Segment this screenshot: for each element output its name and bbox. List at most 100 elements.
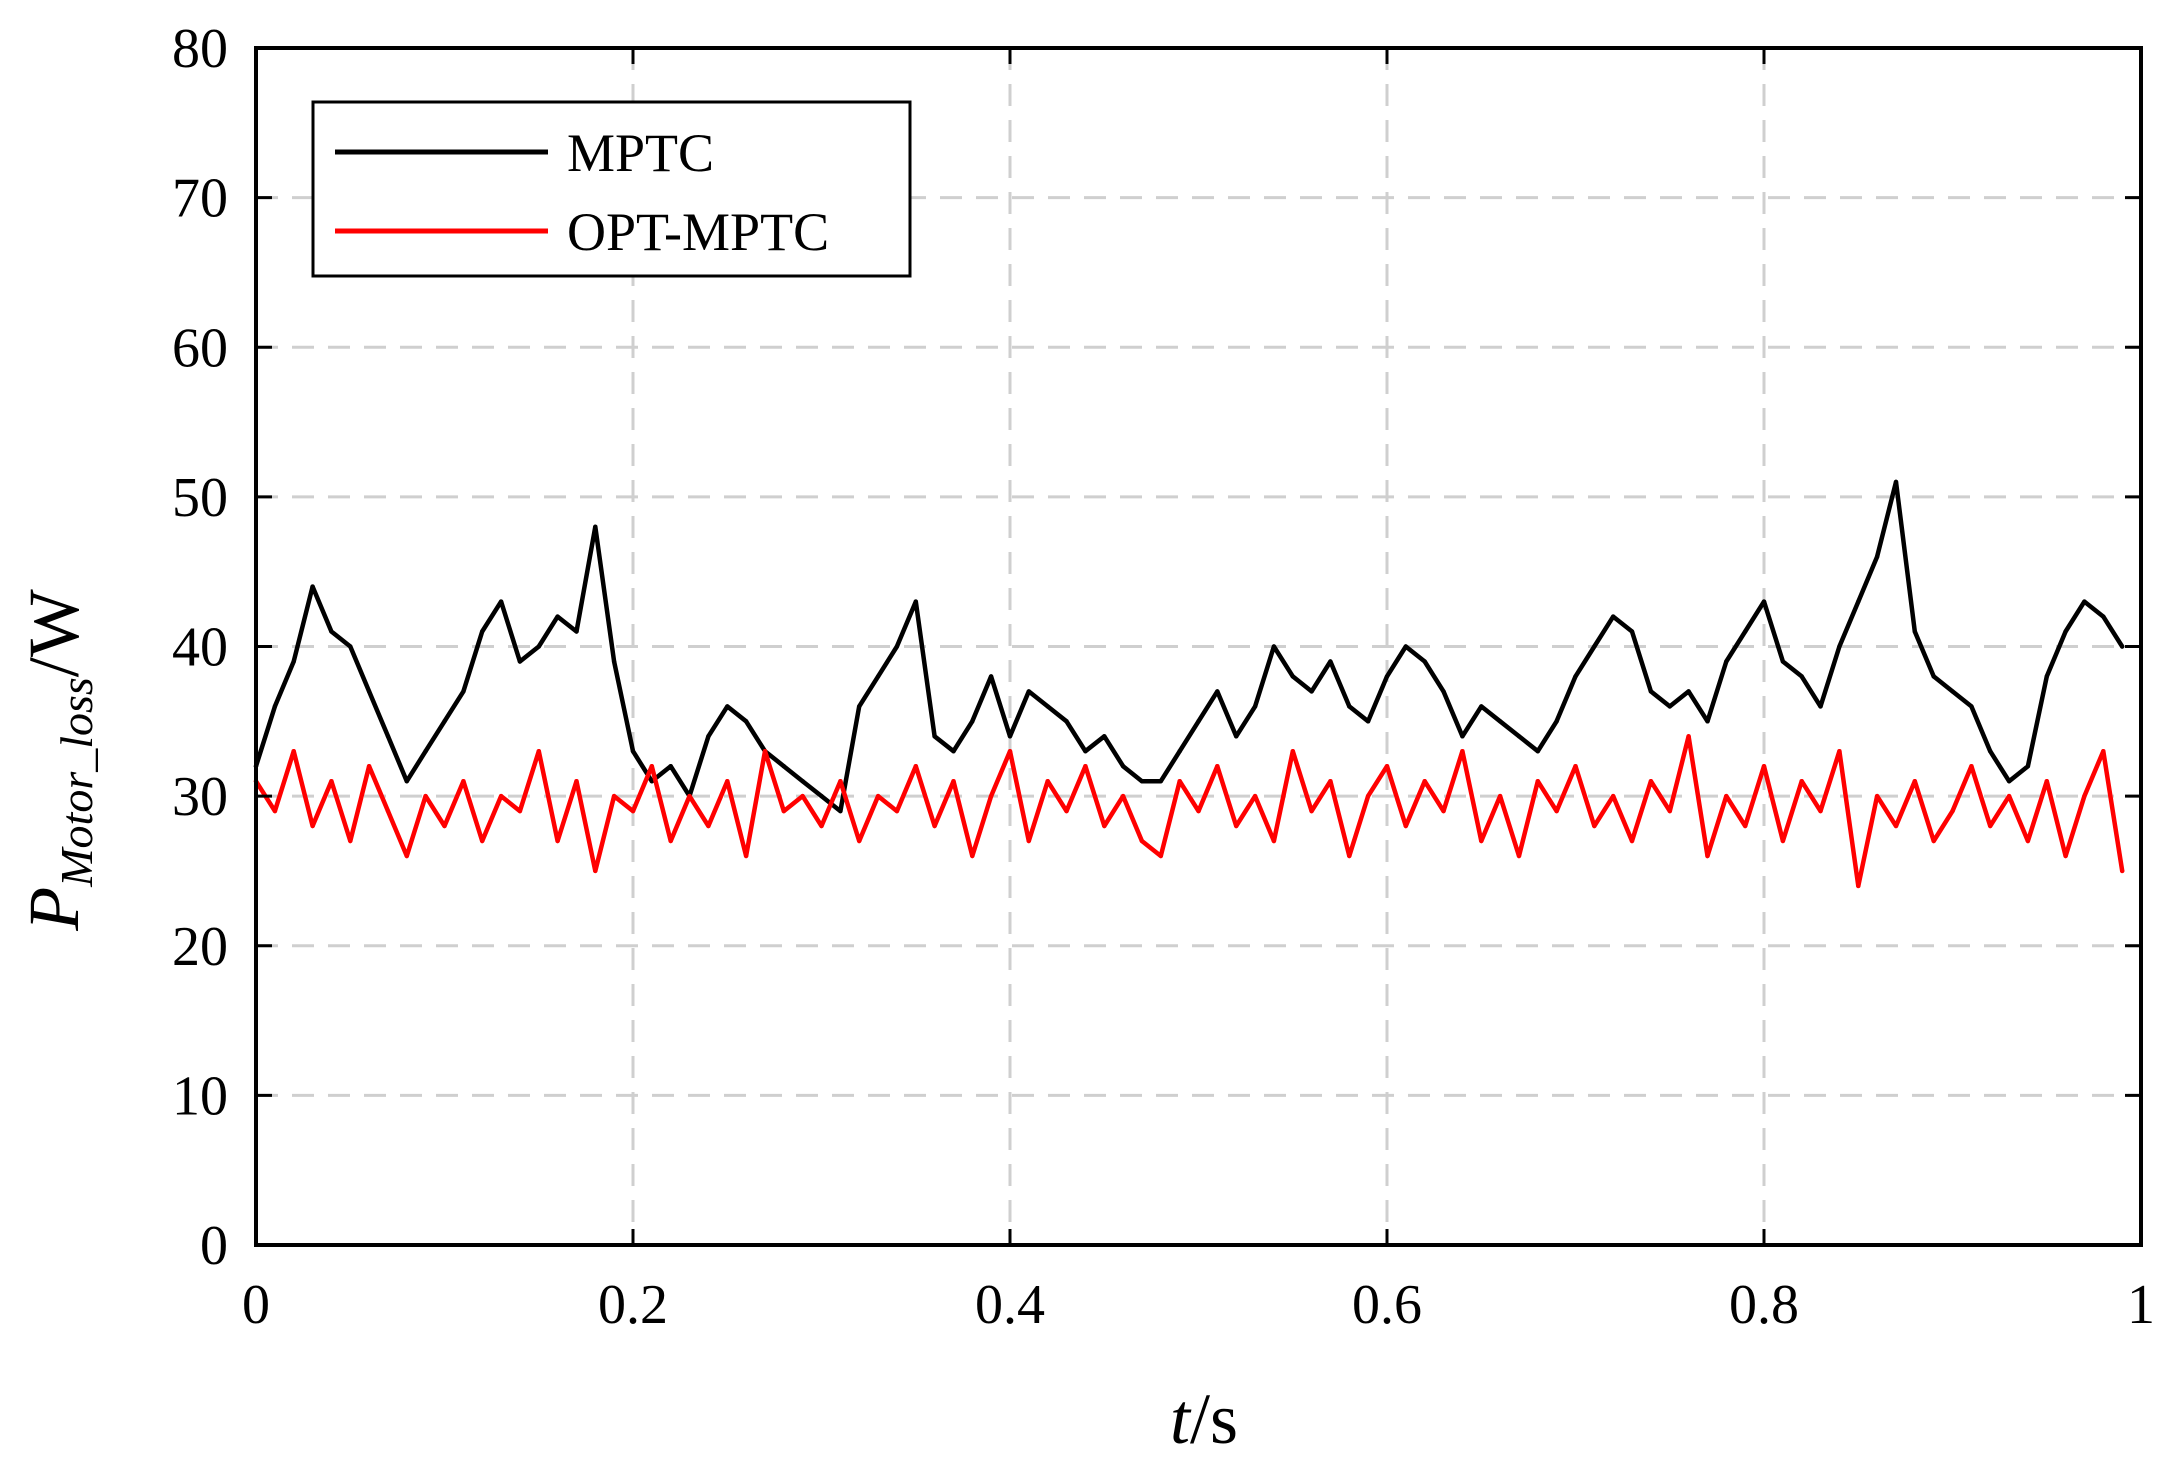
data-point-mptc [1931, 674, 1936, 679]
data-point-mptc [329, 629, 334, 634]
data-point-opt-mptc [480, 838, 485, 844]
data-point-mptc [2025, 764, 2031, 769]
data-point-opt-mptc [2120, 868, 2125, 874]
data-point-mptc [1874, 554, 1880, 559]
data-point-opt-mptc [1139, 838, 1145, 844]
data-point-mptc [988, 674, 994, 679]
x-tick-label: 0 [242, 1274, 270, 1336]
data-point-mptc [894, 644, 900, 649]
data-point-mptc [1554, 719, 1559, 724]
data-point-opt-mptc [423, 793, 428, 799]
data-point-opt-mptc [536, 749, 541, 754]
y-tick-label: 70 [172, 168, 228, 230]
data-point-mptc [1818, 704, 1823, 709]
data-point-mptc [1384, 674, 1390, 679]
y-tick-label: 40 [172, 617, 228, 679]
data-point-opt-mptc [1384, 764, 1390, 769]
data-point-mptc [1611, 614, 1616, 619]
series-points-opt-mptc [253, 734, 2125, 889]
x-axis-label-var: t [1170, 1379, 1192, 1459]
data-point-mptc [385, 734, 391, 739]
data-point-mptc [404, 779, 409, 784]
data-point-mptc [461, 689, 466, 694]
data-point-opt-mptc [1573, 764, 1578, 769]
data-point-opt-mptc [1818, 808, 1823, 814]
y-axis-label-base: P [14, 887, 94, 932]
data-point-opt-mptc [1667, 808, 1673, 814]
data-point-mptc [1592, 644, 1597, 649]
data-point-mptc [781, 764, 786, 769]
data-point-opt-mptc [1083, 764, 1088, 769]
y-tick-label: 20 [172, 916, 228, 978]
data-point-mptc [1403, 644, 1409, 649]
data-point-opt-mptc [894, 808, 900, 814]
data-point-opt-mptc [857, 838, 862, 844]
data-point-mptc [1252, 704, 1258, 709]
data-point-opt-mptc [762, 749, 768, 754]
data-point-opt-mptc [668, 838, 673, 844]
y-axis-label: PMotor_loss/W [14, 589, 102, 932]
data-point-opt-mptc [1516, 853, 1522, 859]
data-point-mptc [2082, 599, 2087, 604]
x-tick-label: 0.8 [1729, 1274, 1799, 1336]
data-point-mptc [423, 749, 428, 754]
data-point-opt-mptc [1365, 793, 1371, 799]
data-point-opt-mptc [329, 779, 334, 784]
data-point-mptc [498, 599, 504, 604]
data-point-opt-mptc [498, 793, 504, 799]
data-point-mptc [1686, 689, 1691, 694]
data-point-opt-mptc [348, 838, 353, 844]
data-point-mptc [611, 659, 617, 664]
data-point-mptc [1460, 734, 1465, 739]
data-point-opt-mptc [404, 853, 409, 859]
data-point-opt-mptc [1950, 808, 1955, 814]
data-point-opt-mptc [385, 808, 391, 814]
data-point-mptc [442, 719, 447, 724]
data-point-opt-mptc [1026, 838, 1032, 844]
data-point-opt-mptc [461, 779, 466, 784]
data-point-opt-mptc [932, 823, 937, 829]
data-point-opt-mptc [1874, 793, 1880, 799]
data-point-mptc [1045, 704, 1050, 709]
data-point-mptc [517, 659, 523, 664]
data-point-mptc [555, 614, 560, 619]
data-point-opt-mptc [1120, 793, 1126, 799]
data-point-mptc [1648, 689, 1654, 694]
data-point-opt-mptc [1535, 779, 1541, 784]
data-point-opt-mptc [1780, 838, 1786, 844]
data-point-mptc [574, 629, 579, 634]
data-point-opt-mptc [1177, 779, 1182, 784]
data-point-opt-mptc [2101, 749, 2106, 754]
data-point-opt-mptc [1403, 823, 1409, 829]
series-line-mptc [253, 479, 2125, 814]
data-point-mptc [857, 704, 862, 709]
data-point-opt-mptc [1988, 823, 1993, 829]
data-point-opt-mptc [2025, 838, 2031, 844]
data-point-mptc [1516, 734, 1522, 739]
data-point-mptc [1120, 764, 1126, 769]
data-point-mptc [1497, 719, 1503, 724]
data-point-mptc [951, 749, 956, 754]
data-point-mptc [1347, 704, 1352, 709]
data-point-mptc [913, 599, 918, 604]
data-point-mptc [1535, 749, 1541, 754]
data-point-opt-mptc [1893, 823, 1899, 829]
data-point-mptc [1158, 779, 1164, 784]
data-point-opt-mptc [1441, 808, 1446, 814]
data-point-opt-mptc [1969, 764, 1974, 769]
data-point-mptc [970, 719, 975, 724]
legend-label-opt-mptc: OPT-MPTC [567, 202, 829, 262]
data-point-mptc [536, 644, 541, 649]
data-point-opt-mptc [517, 808, 523, 814]
data-point-mptc [668, 764, 673, 769]
data-point-mptc [310, 584, 315, 589]
legend: MPTC OPT-MPTC [311, 100, 912, 278]
data-point-mptc [932, 734, 937, 739]
data-point-opt-mptc [913, 764, 918, 769]
data-point-mptc [1761, 599, 1767, 604]
data-point-mptc [1950, 689, 1955, 694]
data-point-mptc [1422, 659, 1427, 664]
data-point-mptc [649, 779, 654, 784]
data-point-opt-mptc [1648, 779, 1654, 784]
